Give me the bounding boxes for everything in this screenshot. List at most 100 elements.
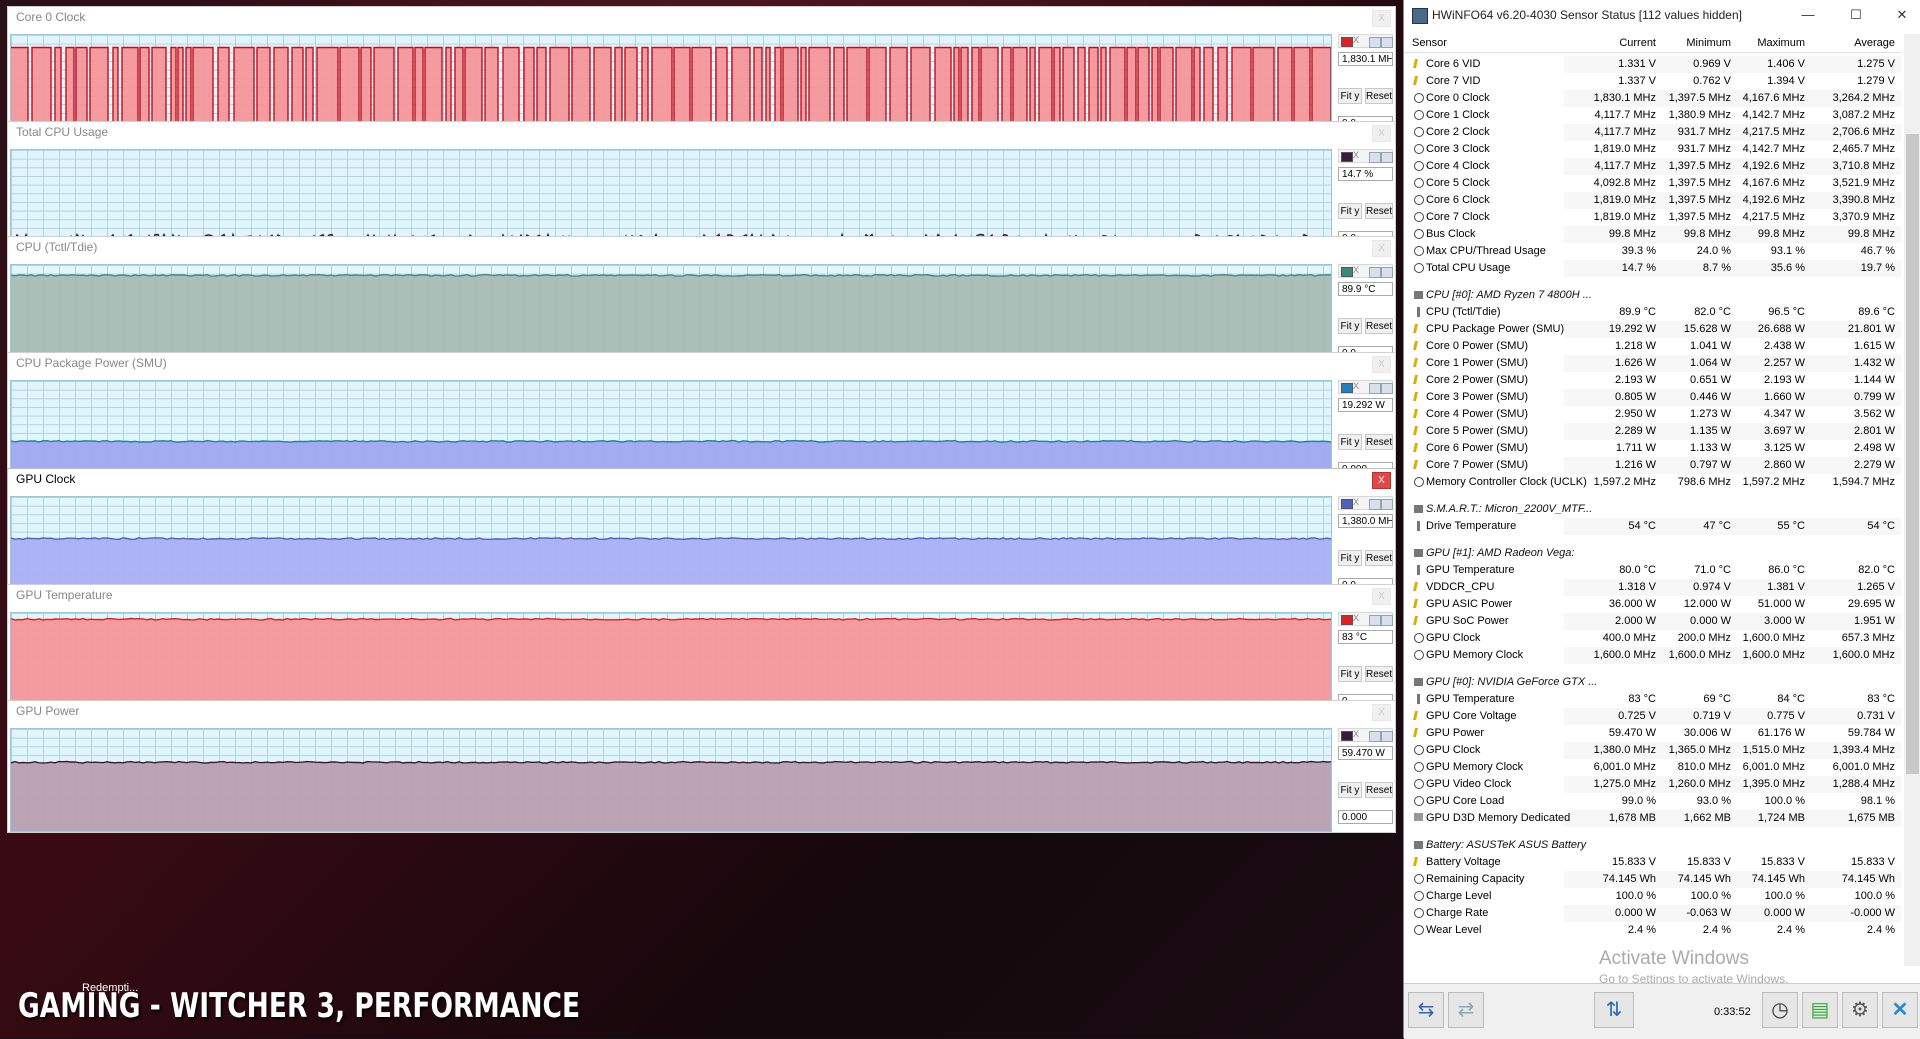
graph-close-icon[interactable]: X bbox=[1372, 240, 1391, 257]
sensor-group-header[interactable]: Battery: ASUSTeK ASUS Battery bbox=[1404, 837, 1901, 854]
graph-option-box[interactable] bbox=[1369, 383, 1381, 394]
sensor-row[interactable]: GPU ASIC Power 36.000 W 12.000 W 51.000 … bbox=[1404, 596, 1901, 613]
color-swatch[interactable] bbox=[1341, 383, 1353, 393]
color-swatch[interactable] bbox=[1341, 615, 1353, 625]
sensor-row[interactable]: GPU Temperature 83 °C 69 °C 84 °C 83 °C bbox=[1404, 691, 1901, 708]
fit-y-button[interactable]: Fit y bbox=[1338, 550, 1362, 566]
graph-option-box[interactable] bbox=[1369, 267, 1381, 278]
sensor-row[interactable]: Core 1 Clock 4,117.7 MHz 1,380.9 MHz 4,1… bbox=[1404, 107, 1901, 124]
sensor-row[interactable]: Max CPU/Thread Usage 39.3 % 24.0 % 93.1 … bbox=[1404, 243, 1901, 260]
fit-y-button[interactable]: Fit y bbox=[1338, 782, 1362, 798]
sensor-row[interactable]: Core 6 VID 1.331 V 0.969 V 1.406 V 1.275… bbox=[1404, 56, 1901, 73]
close-button[interactable]: ✕ bbox=[1896, 7, 1908, 22]
fit-y-button[interactable]: Fit y bbox=[1338, 666, 1362, 682]
sensor-row[interactable]: CPU Package Power (SMU) 19.292 W 15.628 … bbox=[1404, 321, 1901, 338]
graph-option-box[interactable] bbox=[1381, 499, 1393, 510]
sensor-row[interactable]: VDDCR_CPU 1.318 V 0.974 V 1.381 V 1.265 … bbox=[1404, 579, 1901, 596]
sensor-row[interactable]: Core 6 Clock 1,819.0 MHz 1,397.5 MHz 4,1… bbox=[1404, 192, 1901, 209]
col-maximum[interactable]: Maximum bbox=[1757, 37, 1805, 49]
color-swatch[interactable] bbox=[1341, 37, 1353, 47]
graph-option-box[interactable] bbox=[1369, 37, 1381, 48]
graph-option-box[interactable] bbox=[1381, 37, 1393, 48]
graph-window[interactable]: Core 0 Clock X X 1,830.1 MH Fit y Reset … bbox=[7, 6, 1396, 139]
sensor-row[interactable]: Core 5 Power (SMU) 2.289 W 1.135 W 3.697… bbox=[1404, 423, 1901, 440]
graph-option-box[interactable] bbox=[1369, 152, 1381, 163]
sensor-row[interactable]: Core 0 Power (SMU) 1.218 W 1.041 W 2.438… bbox=[1404, 338, 1901, 355]
color-swatch[interactable] bbox=[1341, 267, 1353, 277]
sensor-row[interactable]: GPU Memory Clock 1,600.0 MHz 1,600.0 MHz… bbox=[1404, 647, 1901, 664]
sensor-row[interactable]: Battery Voltage 15.833 V 15.833 V 15.833… bbox=[1404, 854, 1901, 871]
graph-window[interactable]: GPU Temperature X X 83 °C Fit y Reset 0 bbox=[7, 584, 1396, 717]
sensor-group-header[interactable]: S.M.A.R.T.: Micron_2200V_MTF... bbox=[1404, 501, 1901, 518]
sensor-row[interactable]: GPU Power 59.470 W 30.006 W 61.176 W 59.… bbox=[1404, 725, 1901, 742]
sensor-row[interactable]: Memory Controller Clock (UCLK) 1,597.2 M… bbox=[1404, 474, 1901, 491]
sensor-row[interactable]: CPU (Tctl/Tdie) 89.9 °C 82.0 °C 96.5 °C … bbox=[1404, 304, 1901, 321]
sensor-group-header[interactable]: GPU [#0]: NVIDIA GeForce GTX ... bbox=[1404, 674, 1901, 691]
clock-icon[interactable]: ◷ bbox=[1762, 992, 1798, 1028]
color-swatch[interactable] bbox=[1341, 152, 1353, 162]
graph-window[interactable]: CPU Package Power (SMU) X X 19.292 W Fit… bbox=[7, 352, 1396, 485]
minimize-button[interactable]: — bbox=[1801, 7, 1815, 22]
sensor-row[interactable]: Bus Clock 99.8 MHz 99.8 MHz 99.8 MHz 99.… bbox=[1404, 226, 1901, 243]
graph-option-box[interactable] bbox=[1381, 152, 1393, 163]
exit-icon[interactable]: ✕ bbox=[1882, 992, 1918, 1028]
graph-close-icon[interactable]: X bbox=[1372, 704, 1391, 721]
reset-button[interactable]: Reset bbox=[1365, 782, 1393, 798]
color-swatch[interactable] bbox=[1341, 499, 1353, 509]
sensor-row[interactable]: Charge Rate 0.000 W -0.063 W 0.000 W -0.… bbox=[1404, 905, 1901, 922]
color-selector[interactable]: X bbox=[1338, 149, 1393, 163]
graph-option-box[interactable] bbox=[1381, 267, 1393, 278]
sensor-row[interactable]: GPU Memory Clock 6,001.0 MHz 810.0 MHz 6… bbox=[1404, 759, 1901, 776]
col-average[interactable]: Average bbox=[1854, 37, 1895, 49]
fit-y-button[interactable]: Fit y bbox=[1338, 203, 1362, 219]
sensor-group-header[interactable]: GPU [#1]: AMD Radeon Vega: bbox=[1404, 545, 1901, 562]
reset-button[interactable]: Reset bbox=[1365, 88, 1393, 104]
nav-right-icon[interactable]: ⇄ bbox=[1448, 992, 1484, 1028]
vertical-scrollbar[interactable] bbox=[1904, 34, 1920, 966]
reset-button[interactable]: Reset bbox=[1365, 203, 1393, 219]
sensor-row[interactable]: GPU SoC Power 2.000 W 0.000 W 3.000 W 1.… bbox=[1404, 613, 1901, 630]
graph-window[interactable]: GPU Clock X X 1,380.0 MH Fit y Reset 0.0 bbox=[7, 468, 1396, 601]
sensor-row[interactable]: GPU Video Clock 1,275.0 MHz 1,260.0 MHz … bbox=[1404, 776, 1901, 793]
sensor-row[interactable]: Core 5 Clock 4,092.8 MHz 1,397.5 MHz 4,1… bbox=[1404, 175, 1901, 192]
report-icon[interactable]: ▤ bbox=[1802, 992, 1838, 1028]
graph-close-icon[interactable]: X bbox=[1372, 125, 1391, 142]
graph-close-icon[interactable]: X bbox=[1372, 356, 1391, 373]
sensor-row[interactable]: Wear Level 2.4 % 2.4 % 2.4 % 2.4 % bbox=[1404, 922, 1901, 939]
reset-button[interactable]: Reset bbox=[1365, 666, 1393, 682]
fit-y-button[interactable]: Fit y bbox=[1338, 318, 1362, 334]
graph-option-box[interactable] bbox=[1381, 615, 1393, 626]
sensor-row[interactable]: Core 7 Power (SMU) 1.216 W 0.797 W 2.860… bbox=[1404, 457, 1901, 474]
sensor-row[interactable]: Core 3 Clock 1,819.0 MHz 931.7 MHz 4,142… bbox=[1404, 141, 1901, 158]
col-current[interactable]: Current bbox=[1619, 37, 1656, 49]
color-selector[interactable]: X bbox=[1338, 496, 1393, 510]
color-selector[interactable]: X bbox=[1338, 612, 1393, 626]
fit-y-button[interactable]: Fit y bbox=[1338, 434, 1362, 450]
sensor-row[interactable]: GPU Core Voltage 0.725 V 0.719 V 0.775 V… bbox=[1404, 708, 1901, 725]
graph-window[interactable]: GPU Power X X 59.470 W Fit y Reset 0.000 bbox=[7, 700, 1396, 833]
sensor-row[interactable]: Core 4 Clock 4,117.7 MHz 1,397.5 MHz 4,1… bbox=[1404, 158, 1901, 175]
graph-window[interactable]: Total CPU Usage X X 14.7 % Fit y Reset 0… bbox=[7, 121, 1396, 254]
sensor-row[interactable]: GPU D3D Memory Dedicated 1,678 MB 1,662 … bbox=[1404, 810, 1901, 827]
sensor-row[interactable]: Charge Level 100.0 % 100.0 % 100.0 % 100… bbox=[1404, 888, 1901, 905]
network-icon[interactable]: ⇅ bbox=[1594, 992, 1634, 1028]
sensor-row[interactable]: GPU Clock 400.0 MHz 200.0 MHz 1,600.0 MH… bbox=[1404, 630, 1901, 647]
sensor-row[interactable]: Drive Temperature 54 °C 47 °C 55 °C 54 °… bbox=[1404, 518, 1901, 535]
sensor-row[interactable]: Core 2 Power (SMU) 2.193 W 0.651 W 2.193… bbox=[1404, 372, 1901, 389]
graph-option-box[interactable] bbox=[1369, 615, 1381, 626]
sensor-row[interactable]: Core 3 Power (SMU) 0.805 W 0.446 W 1.660… bbox=[1404, 389, 1901, 406]
maximize-button[interactable]: ☐ bbox=[1850, 7, 1862, 22]
sensor-row[interactable]: GPU Core Load 99.0 % 93.0 % 100.0 % 98.1… bbox=[1404, 793, 1901, 810]
sensor-row[interactable]: Core 2 Clock 4,117.7 MHz 931.7 MHz 4,217… bbox=[1404, 124, 1901, 141]
graph-window[interactable]: CPU (Tctl/Tdie) X X 89.9 °C Fit y Reset … bbox=[7, 236, 1396, 369]
graph-option-box[interactable] bbox=[1381, 383, 1393, 394]
nav-left-icon[interactable]: ⇆ bbox=[1408, 992, 1444, 1028]
color-selector[interactable]: X bbox=[1338, 728, 1393, 742]
col-sensor[interactable]: Sensor bbox=[1412, 37, 1447, 49]
sensor-row[interactable]: Core 0 Clock 1,830.1 MHz 1,397.5 MHz 4,1… bbox=[1404, 90, 1901, 107]
sensor-row[interactable]: GPU Temperature 80.0 °C 71.0 °C 86.0 °C … bbox=[1404, 562, 1901, 579]
reset-button[interactable]: Reset bbox=[1365, 318, 1393, 334]
sensor-row[interactable]: Core 6 Power (SMU) 1.711 W 1.133 W 3.125… bbox=[1404, 440, 1901, 457]
sensor-row[interactable]: Core 7 Clock 1,819.0 MHz 1,397.5 MHz 4,2… bbox=[1404, 209, 1901, 226]
graph-option-box[interactable] bbox=[1369, 731, 1381, 742]
